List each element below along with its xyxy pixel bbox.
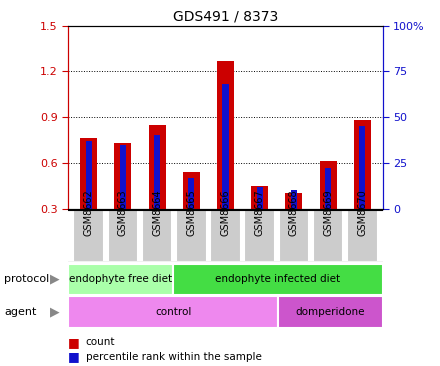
Text: ▶: ▶: [50, 306, 60, 318]
Bar: [257, 187, 263, 254]
Text: count: count: [86, 337, 115, 347]
Text: control: control: [155, 307, 191, 317]
Bar: [210, 210, 241, 262]
Bar: [188, 178, 194, 254]
Text: GSM8663: GSM8663: [118, 190, 128, 236]
Bar: [80, 138, 97, 254]
Text: GSM8664: GSM8664: [152, 190, 162, 236]
Text: protocol: protocol: [4, 274, 50, 284]
Text: endophyte free diet: endophyte free diet: [69, 274, 172, 284]
Bar: [291, 190, 297, 254]
Bar: [154, 135, 160, 254]
Text: GSM8665: GSM8665: [186, 189, 196, 236]
Text: domperidone: domperidone: [296, 307, 365, 317]
Title: GDS491 / 8373: GDS491 / 8373: [173, 9, 278, 23]
Text: GSM8670: GSM8670: [357, 189, 367, 236]
Text: GSM8668: GSM8668: [289, 190, 299, 236]
Bar: [244, 210, 275, 262]
Bar: [251, 186, 268, 254]
Bar: [223, 84, 228, 254]
Text: ■: ■: [68, 336, 80, 349]
Text: GSM8667: GSM8667: [255, 189, 265, 236]
Bar: [142, 210, 172, 262]
Bar: [319, 161, 337, 254]
Bar: [86, 141, 92, 254]
Text: GSM8666: GSM8666: [220, 190, 231, 236]
Bar: [114, 143, 132, 254]
Bar: [173, 264, 383, 295]
Bar: [325, 168, 331, 254]
Bar: [183, 172, 200, 254]
Text: endophyte infected diet: endophyte infected diet: [215, 274, 341, 284]
Bar: [107, 210, 138, 262]
Bar: [68, 264, 173, 295]
Bar: [149, 125, 165, 254]
Text: GSM8662: GSM8662: [84, 189, 94, 236]
Bar: [73, 210, 104, 262]
Bar: [347, 210, 378, 262]
Bar: [359, 126, 365, 254]
Text: GSM8669: GSM8669: [323, 190, 333, 236]
Text: ▶: ▶: [50, 273, 60, 285]
Bar: [279, 210, 309, 262]
Bar: [68, 296, 278, 328]
Bar: [286, 193, 302, 254]
Bar: [278, 296, 383, 328]
Bar: [354, 120, 371, 254]
Bar: [120, 145, 126, 254]
Text: percentile rank within the sample: percentile rank within the sample: [86, 352, 262, 362]
Bar: [217, 61, 234, 254]
Text: agent: agent: [4, 307, 37, 317]
Bar: [313, 210, 344, 262]
Text: ■: ■: [68, 350, 80, 363]
Bar: [176, 210, 207, 262]
